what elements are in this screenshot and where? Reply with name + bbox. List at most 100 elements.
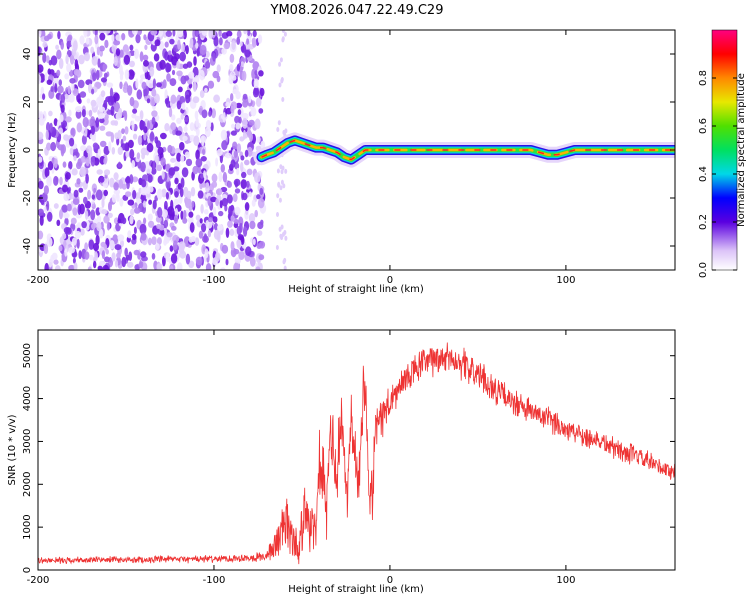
noise-blob [160,132,167,140]
noise-blob [88,239,95,250]
noise-blob [113,39,121,46]
noise-blob [164,98,169,105]
noise-blob [217,224,223,231]
noise-blob [174,191,179,198]
noise-blob [284,168,288,174]
noise-blob [47,33,52,40]
noise-blob [278,61,282,67]
noise-blob [45,55,50,64]
noise-blob [83,30,88,38]
noise-blob [118,107,123,119]
noise-blob [147,213,153,221]
noise-blob [244,159,250,166]
noise-blob [124,126,129,135]
noise-blob [161,170,165,180]
noise-blob [260,140,266,150]
noise-blob [137,135,143,146]
noise-blob [38,64,44,73]
noise-blob [167,206,175,217]
noise-blob [99,49,103,57]
noise-blob [100,77,108,83]
noise-blob [164,89,168,101]
noise-blob [95,117,100,128]
noise-blob [256,136,261,143]
noise-blob [85,79,93,86]
noise-blob [236,30,242,38]
noise-blob [193,135,200,146]
snr-ylabel: SNR (10 * v/v) [7,414,18,485]
noise-blob [143,217,147,225]
noise-blob [153,53,160,62]
noise-blob [39,215,44,226]
noise-blob [192,96,200,104]
noise-blob [249,220,256,230]
noise-blob [227,181,232,188]
noise-blob [124,81,128,89]
noise-blob [259,87,265,97]
noise-blob [84,52,90,62]
noise-blob [222,171,228,183]
noise-blob [242,117,248,129]
noise-blob [165,252,170,262]
noise-blob [201,182,207,188]
noise-blob [180,113,184,120]
noise-blob [230,130,237,136]
noise-blob [69,78,76,84]
noise-blob [117,161,122,168]
noise-blob [58,79,62,86]
spectrogram-noise-field [38,30,288,270]
noise-blob [230,93,234,102]
noise-blob [57,85,64,94]
noise-blob [243,179,247,188]
noise-blob [218,210,224,217]
noise-blob [50,86,54,92]
noise-blob [254,69,258,76]
noise-blob [58,58,64,70]
noise-blob [148,199,153,205]
noise-blob [65,172,71,180]
noise-blob [220,129,228,141]
noise-blob [74,59,79,69]
noise-blob [205,220,210,228]
noise-blob [53,259,59,265]
noise-blob [278,82,282,88]
noise-blob [72,198,80,206]
noise-blob [235,102,243,109]
noise-blob [62,184,68,193]
noise-blob [243,129,246,140]
noise-blob [84,126,88,137]
noise-blob [281,36,285,42]
noise-blob [255,97,262,107]
noise-blob [197,190,204,199]
noise-blob [207,229,212,238]
spectrogram-xtick-label: -100 [203,275,226,286]
noise-blob [238,251,245,260]
noise-blob [59,209,63,220]
noise-blob [57,30,61,40]
noise-blob [151,116,156,126]
noise-blob [219,200,223,209]
spectrogram-ylabel: Frequency (Hz) [7,112,18,188]
noise-blob [219,153,223,164]
noise-blob [96,169,103,175]
noise-blob [46,142,52,151]
noise-blob [203,209,209,215]
noise-blob [167,144,173,154]
noise-blob [54,265,61,270]
noise-blob [150,131,155,140]
noise-blob [184,116,189,123]
noise-blob [66,203,72,212]
noise-blob [91,203,97,210]
noise-blob [101,209,108,215]
noise-blob [256,230,263,237]
noise-blob [242,112,249,120]
noise-blob [89,132,97,140]
noise-blob [103,215,110,224]
noise-blob [172,129,176,136]
noise-blob [184,151,190,159]
noise-blob [252,238,256,246]
noise-blob [148,220,155,228]
noise-blob [141,179,147,188]
noise-blob [171,114,176,121]
noise-blob [173,198,179,206]
